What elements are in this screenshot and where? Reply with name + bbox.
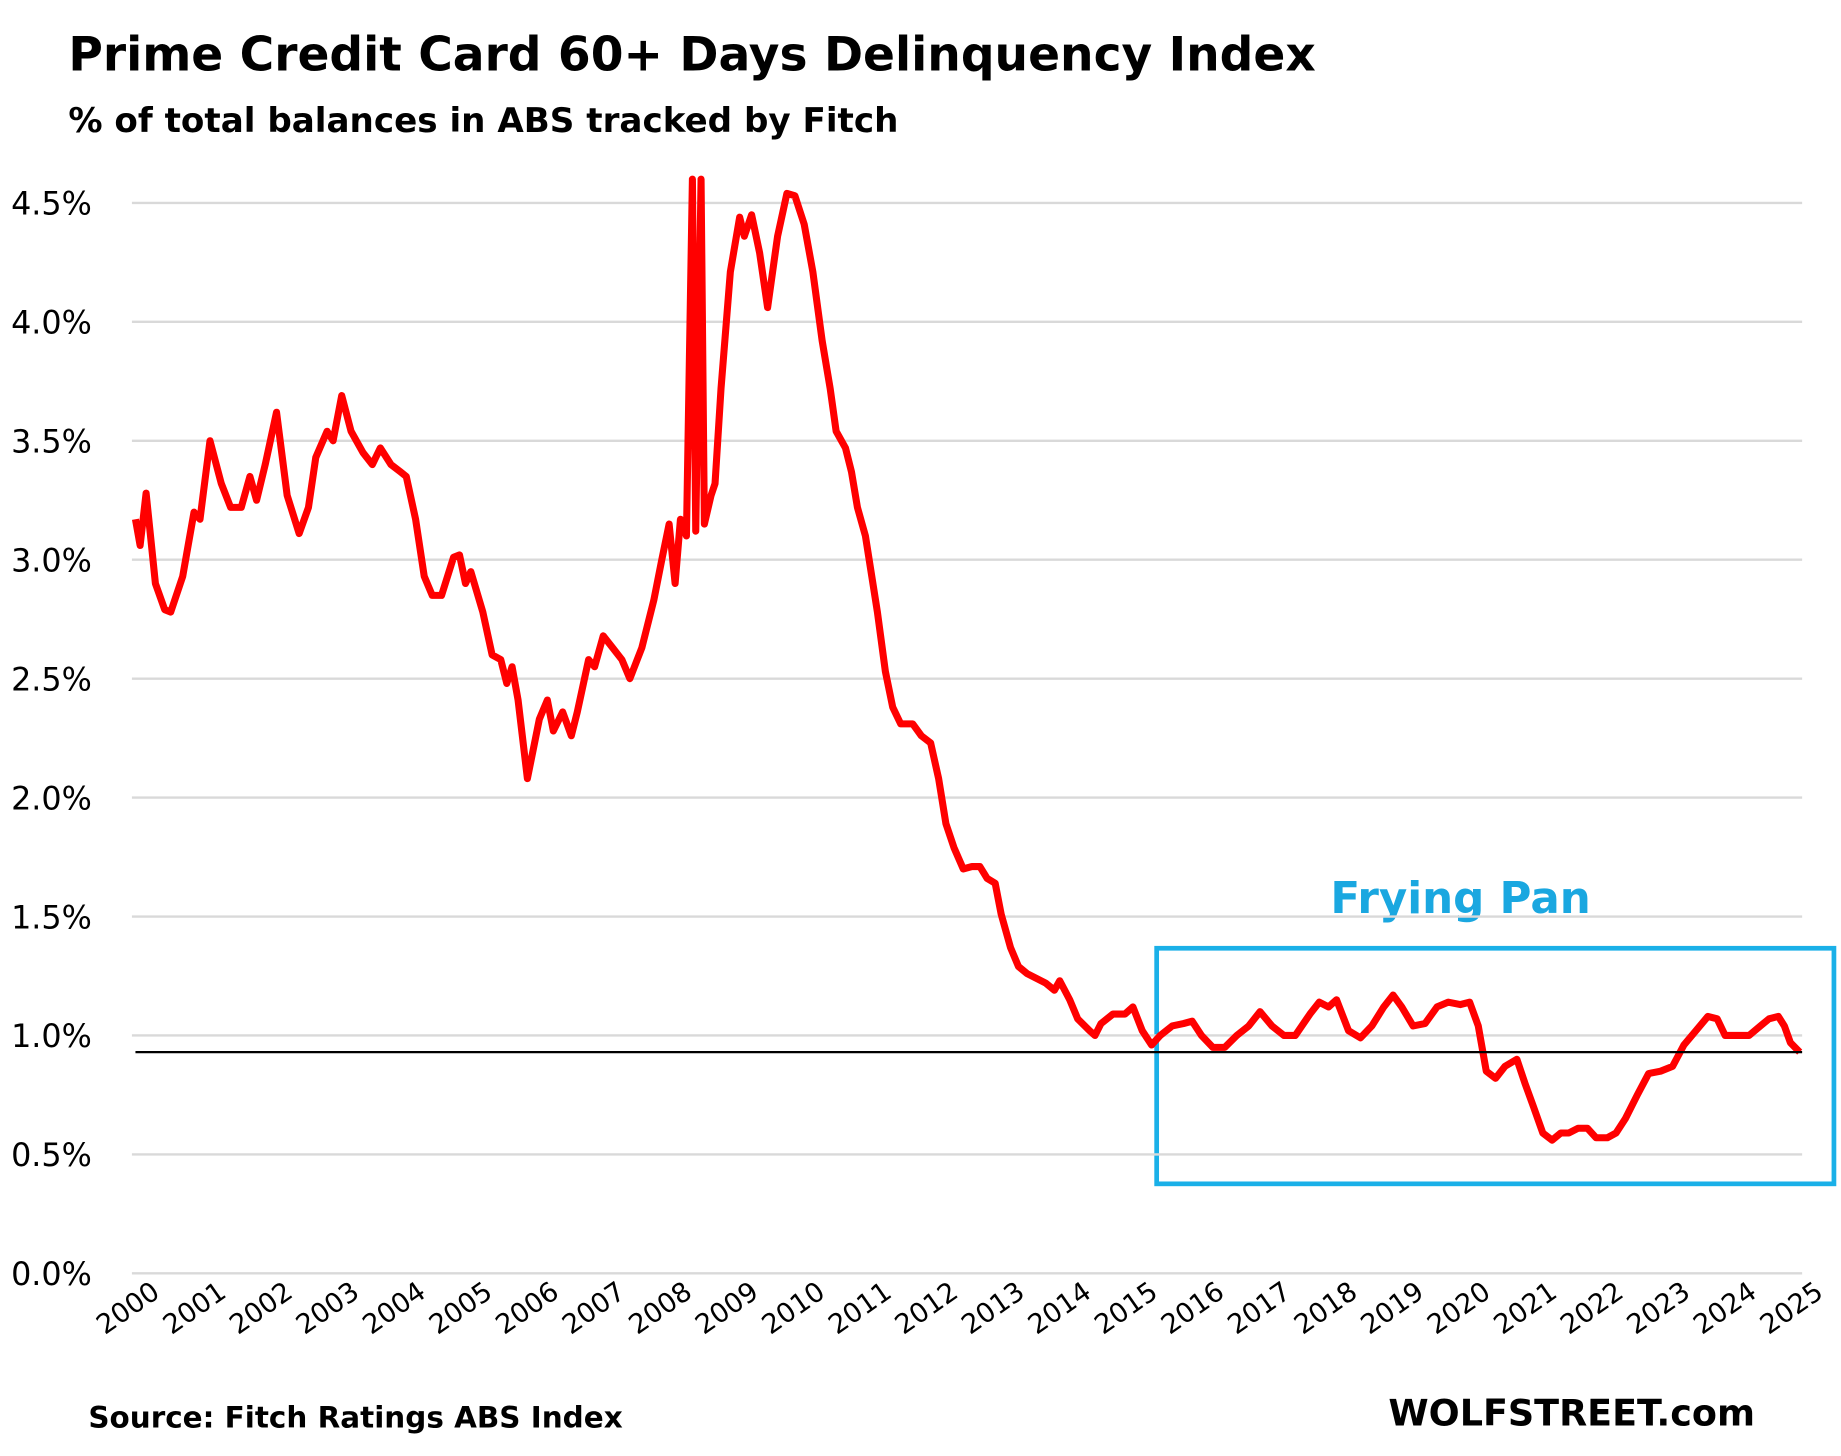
x-tick-label: 2012	[890, 1276, 964, 1341]
x-tick-label: 2008	[623, 1276, 697, 1341]
y-tick-label: 3.0%	[11, 542, 92, 579]
x-tick-label: 2021	[1489, 1276, 1563, 1341]
y-tick-label: 3.5%	[11, 424, 92, 461]
x-tick-label: 2001	[158, 1276, 232, 1341]
x-tick-label: 2019	[1355, 1276, 1429, 1341]
x-tick-label: 2024	[1688, 1276, 1762, 1341]
y-tick-label: 4.0%	[11, 305, 92, 342]
x-tick-label: 2015	[1089, 1276, 1163, 1341]
chart-title: Prime Credit Card 60+ Days Delinquency I…	[68, 28, 1315, 83]
x-tick-label: 2023	[1622, 1276, 1696, 1341]
x-tick-label: 2009	[690, 1276, 764, 1341]
source: Source: Fitch Ratings ABS Index	[88, 1401, 622, 1435]
x-tick-label: 2022	[1555, 1276, 1629, 1341]
x-tick-label: 2004	[357, 1276, 431, 1341]
x-tick-label: 2002	[224, 1276, 298, 1341]
x-tick-label: 2020	[1422, 1276, 1496, 1341]
y-tick-label: 1.0%	[11, 1018, 92, 1055]
y-tick-label: 2.5%	[11, 661, 92, 698]
y-tick-label: 0.0%	[11, 1256, 92, 1293]
x-tick-label: 2000	[91, 1276, 165, 1341]
y-tick-label: 1.5%	[11, 899, 92, 936]
annotation-box	[1154, 945, 1837, 1187]
x-tick-label: 2010	[757, 1276, 831, 1341]
chart-subtitle: % of total balances in ABS tracked by Fi…	[68, 101, 898, 141]
x-tick-label: 2007	[557, 1276, 631, 1341]
x-tick-label: 2018	[1289, 1276, 1363, 1341]
x-tick-label: 2025	[1755, 1276, 1829, 1341]
x-tick-label: 2017	[1222, 1276, 1296, 1341]
data-line	[131, 175, 1803, 1144]
x-tick-label: 2016	[1156, 1276, 1230, 1341]
x-tick-label: 2006	[490, 1276, 564, 1341]
x-tick-label: 2005	[424, 1276, 498, 1341]
y-tick-label: 4.5%	[11, 186, 92, 223]
x-tick-label: 2011	[823, 1276, 897, 1341]
y-tick-label: 0.5%	[11, 1137, 92, 1174]
y-tick-label: 2.0%	[11, 780, 92, 817]
x-tick-label: 2013	[956, 1276, 1030, 1341]
x-tick-label: 2003	[291, 1276, 365, 1341]
watermark: WOLFSTREET.com	[1388, 1391, 1755, 1434]
x-tick-label: 2014	[1023, 1276, 1097, 1341]
